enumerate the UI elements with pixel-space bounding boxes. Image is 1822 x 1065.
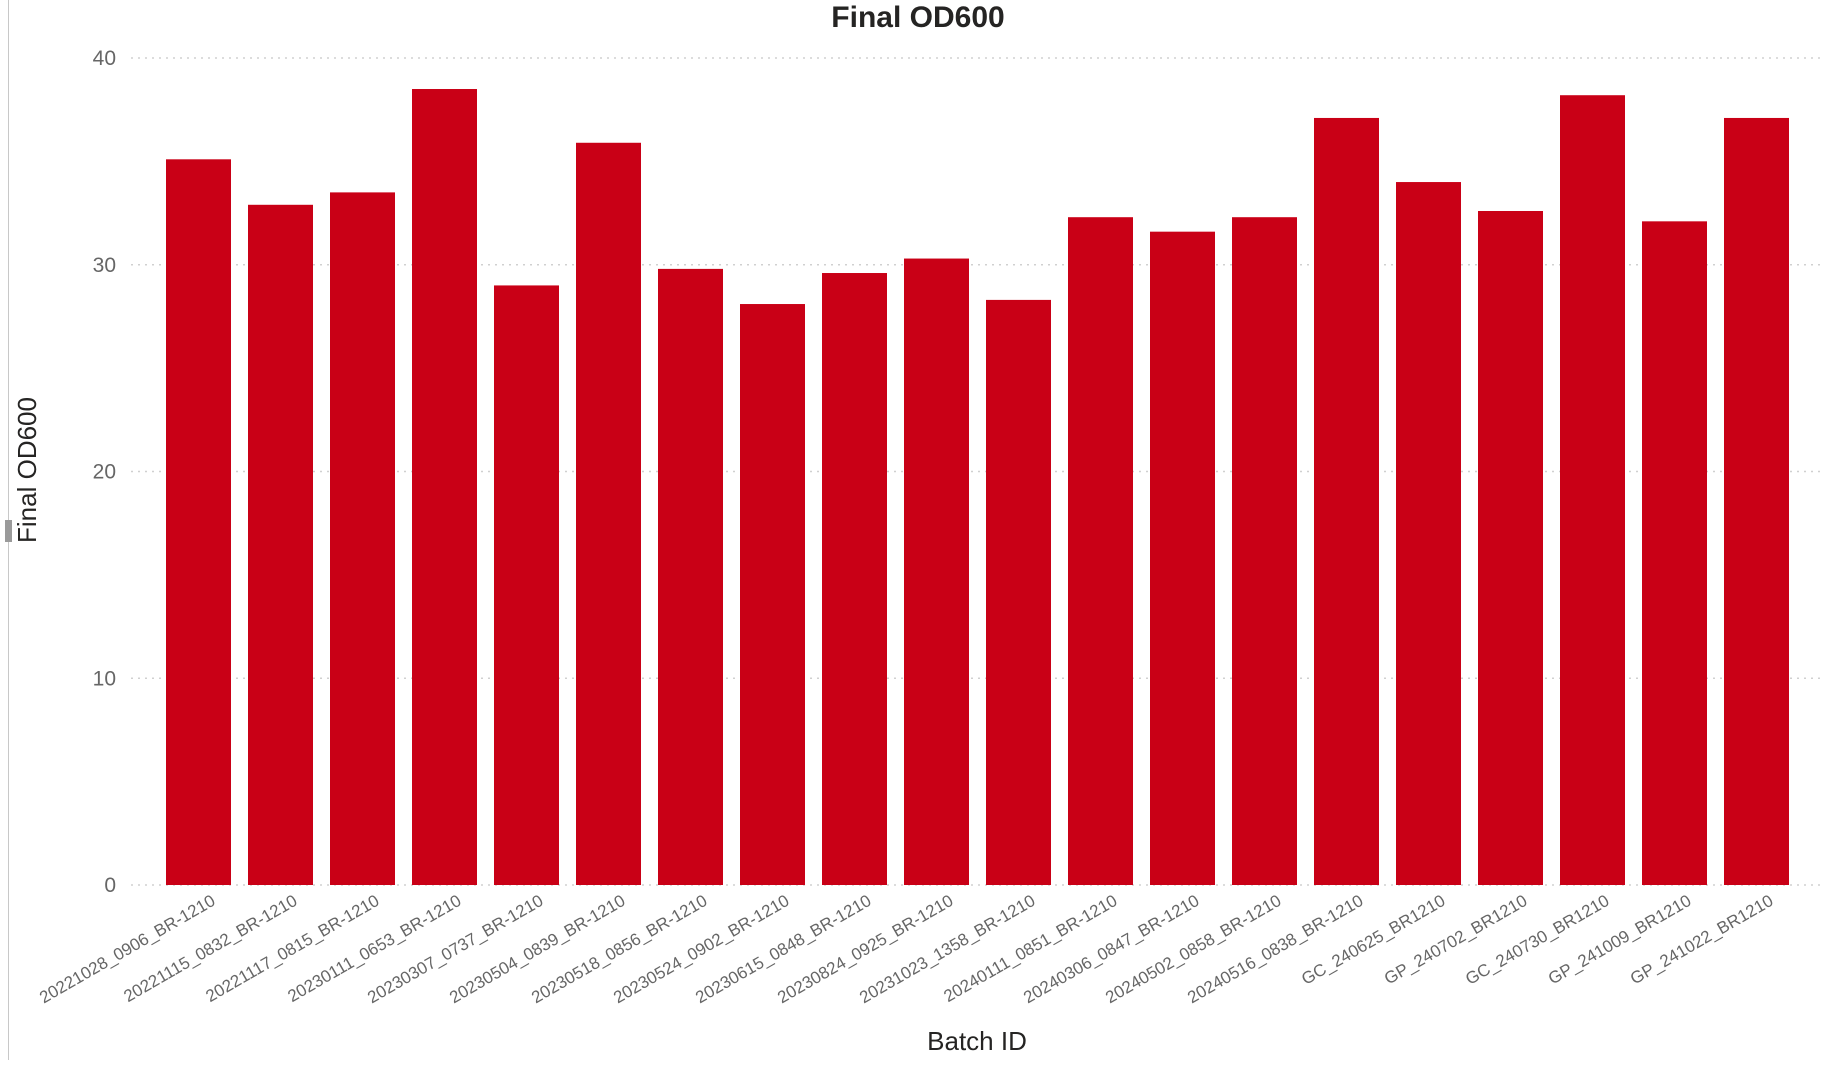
bar[interactable] (1642, 221, 1707, 885)
bar[interactable] (658, 268, 723, 885)
bar[interactable] (1396, 182, 1461, 886)
bar[interactable] (1478, 210, 1543, 885)
bar[interactable] (1232, 217, 1297, 885)
x-tick-label: GP_241009_BR1210 (1545, 891, 1694, 988)
y-tick-label: 30 (93, 254, 116, 277)
bar[interactable] (576, 142, 641, 885)
bar[interactable] (248, 204, 313, 886)
bar[interactable] (166, 159, 231, 885)
x-tick-label: GC_240625_BR1210 (1298, 891, 1448, 989)
bar[interactable] (904, 258, 969, 885)
bar[interactable] (740, 304, 805, 886)
y-axis-ticks: 0 10 20 30 40 (93, 47, 116, 897)
bar[interactable] (1314, 117, 1379, 885)
bar[interactable] (1068, 217, 1133, 885)
x-tick-label: GP_241022_BR1210 (1627, 891, 1776, 988)
bar[interactable] (986, 299, 1051, 886)
x-tick-label: GP_240702_BR1210 (1381, 891, 1530, 988)
y-tick-label: 10 (93, 667, 116, 690)
chart-title: Final OD600 (831, 1, 1004, 34)
bar[interactable] (1724, 117, 1789, 885)
bar[interactable] (330, 192, 395, 885)
x-tick-label: GC_240730_BR1210 (1462, 891, 1612, 989)
y-tick-label: 40 (93, 47, 116, 70)
x-axis-title: Batch ID (927, 1026, 1027, 1056)
bar[interactable] (1150, 231, 1215, 886)
y-axis-title: Final OD600 (12, 397, 42, 543)
resize-handle[interactable] (5, 520, 12, 542)
bar[interactable] (1560, 95, 1625, 886)
y-tick-label: 0 (104, 874, 116, 897)
bars (166, 89, 1789, 886)
bar[interactable] (822, 273, 887, 885)
bar[interactable] (412, 89, 477, 885)
x-axis-ticks: 20221028_0906_BR-121020221115_0832_BR-12… (36, 891, 1776, 1007)
bar[interactable] (494, 285, 559, 885)
y-tick-label: 20 (93, 461, 116, 484)
